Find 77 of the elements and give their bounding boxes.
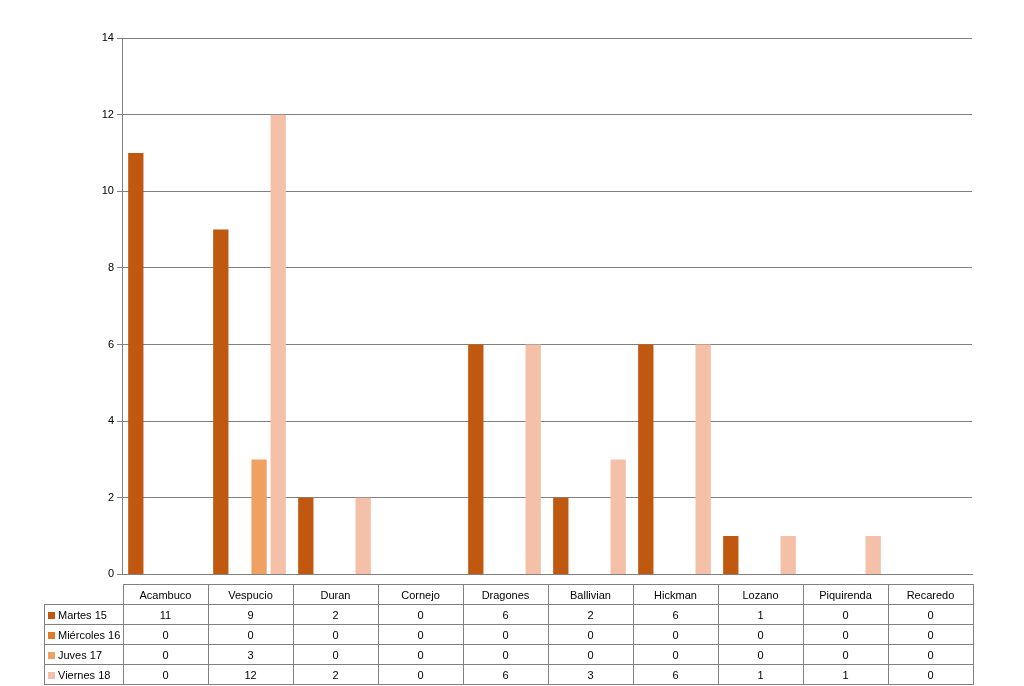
data-label: 1 — [718, 604, 803, 625]
bar — [128, 152, 144, 574]
y-tick-label: 10 — [101, 184, 114, 197]
bar — [270, 114, 286, 574]
legend-label: Miércoles 16 — [58, 628, 121, 641]
data-label: 6 — [633, 664, 718, 685]
data-label: 6 — [633, 604, 718, 625]
data-label: 0 — [208, 624, 293, 645]
bar — [355, 497, 371, 574]
data-label: 0 — [803, 604, 888, 625]
data-label: 0 — [718, 624, 803, 645]
data-label: 0 — [548, 624, 633, 645]
data-label: 6 — [463, 604, 548, 625]
data-label: 0 — [463, 644, 548, 665]
data-label: 0 — [718, 644, 803, 665]
data-label: 0 — [633, 644, 718, 665]
x-tick-label: Ballivian — [548, 584, 633, 605]
data-label: 0 — [633, 624, 718, 645]
y-tick-label: 8 — [107, 260, 114, 273]
data-label: 0 — [888, 664, 973, 685]
x-tick-label: Duran — [293, 584, 378, 605]
bar — [638, 344, 654, 574]
data-label: 12 — [208, 664, 293, 685]
data-label: 0 — [888, 644, 973, 665]
data-label: 9 — [208, 604, 293, 625]
data-label: 0 — [123, 644, 208, 665]
y-tick-label: 14 — [101, 31, 114, 44]
bar — [780, 536, 796, 574]
data-label: 0 — [888, 624, 973, 645]
data-label: 3 — [548, 664, 633, 685]
bar — [468, 344, 484, 574]
bar — [723, 536, 739, 574]
data-label: 0 — [123, 624, 208, 645]
data-label: 0 — [123, 664, 208, 685]
bar — [525, 344, 541, 574]
legend-label: Martes 15 — [58, 608, 107, 621]
bar — [298, 497, 314, 574]
data-label: 3 — [208, 644, 293, 665]
data-label: 1 — [718, 664, 803, 685]
x-tick-label: Dragones — [463, 584, 548, 605]
x-tick-label: Vespucio — [208, 584, 293, 605]
y-tick-label: 4 — [107, 414, 114, 427]
data-label: 0 — [378, 644, 463, 665]
data-label: 2 — [293, 604, 378, 625]
data-label: 0 — [888, 604, 973, 625]
data-label: 2 — [293, 664, 378, 685]
data-label: 0 — [463, 624, 548, 645]
data-label: 0 — [803, 644, 888, 665]
data-label: 0 — [293, 624, 378, 645]
data-label: 6 — [463, 664, 548, 685]
data-label: 2 — [548, 604, 633, 625]
x-tick-label: Piquirenda — [803, 584, 888, 605]
x-tick-label: Acambuco — [123, 584, 208, 605]
data-label: 0 — [378, 664, 463, 685]
bar — [213, 229, 229, 574]
x-tick-label: Cornejo — [378, 584, 463, 605]
data-label: 1 — [803, 664, 888, 685]
data-label: 0 — [378, 604, 463, 625]
data-label: 0 — [548, 644, 633, 665]
data-label: 0 — [378, 624, 463, 645]
bar — [610, 459, 626, 574]
data-label: 0 — [293, 644, 378, 665]
data-label: 11 — [123, 604, 208, 625]
legend-label: Juves 17 — [58, 648, 103, 661]
x-tick-label: Recaredo — [888, 584, 973, 605]
y-tick-label: 2 — [107, 490, 114, 503]
y-tick-label: 0 — [107, 567, 114, 580]
data-label: 0 — [803, 624, 888, 645]
legend-label: Viernes 18 — [58, 668, 111, 681]
y-tick-label: 6 — [107, 337, 114, 350]
bar — [865, 536, 881, 574]
bar — [695, 344, 711, 574]
bar — [251, 459, 267, 574]
y-tick-label: 12 — [101, 107, 114, 120]
x-tick-label: Lozano — [718, 584, 803, 605]
x-tick-label: Hickman — [633, 584, 718, 605]
bar — [553, 497, 569, 574]
